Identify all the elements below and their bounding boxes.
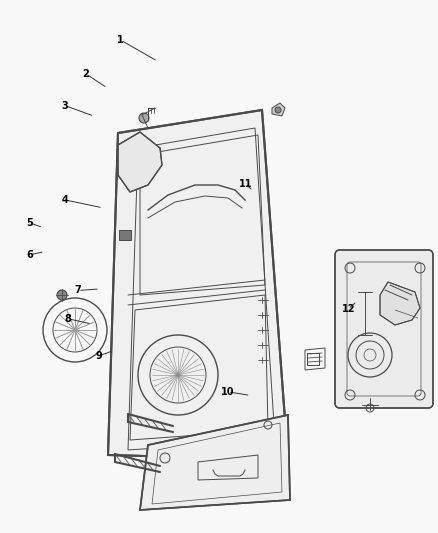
Text: 7: 7 <box>74 286 81 295</box>
Text: 8: 8 <box>64 314 71 324</box>
Text: 2: 2 <box>82 69 89 78</box>
Polygon shape <box>118 132 162 192</box>
Polygon shape <box>272 103 285 116</box>
Polygon shape <box>140 415 290 510</box>
Circle shape <box>275 107 281 113</box>
Text: 12: 12 <box>342 304 355 314</box>
Polygon shape <box>108 110 288 460</box>
Text: 3: 3 <box>61 101 68 110</box>
Text: 5: 5 <box>26 218 33 228</box>
Circle shape <box>57 290 67 300</box>
Polygon shape <box>380 282 420 325</box>
Text: 4: 4 <box>61 195 68 205</box>
Text: 6: 6 <box>26 250 33 260</box>
Text: 11: 11 <box>239 179 252 189</box>
Text: 10: 10 <box>221 387 234 397</box>
FancyBboxPatch shape <box>335 250 433 408</box>
Text: 1: 1 <box>117 35 124 45</box>
Text: 9: 9 <box>95 351 102 361</box>
FancyBboxPatch shape <box>119 230 131 240</box>
Circle shape <box>139 113 149 123</box>
